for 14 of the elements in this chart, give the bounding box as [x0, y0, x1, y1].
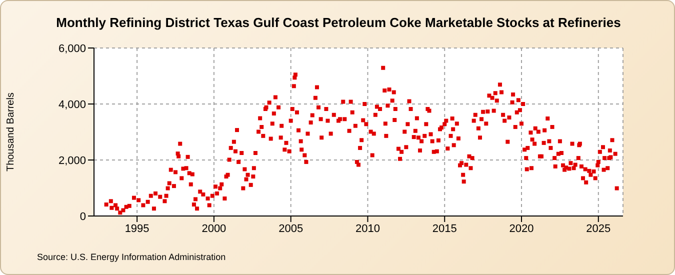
x-tick-label: 2015 — [432, 222, 457, 235]
x-tick-label: 2025 — [586, 222, 611, 235]
x-tick-label: 2000 — [202, 222, 226, 235]
y-tick-label: 4,000 — [58, 98, 86, 111]
x-tick-label: 1995 — [124, 222, 150, 235]
x-tick-label: 2020 — [509, 222, 534, 235]
y-tick-label: 0 — [80, 210, 86, 223]
y-axis-title: Thousand Barrels — [6, 92, 16, 172]
source-note: Source: U.S. Energy Information Administration — [37, 252, 226, 262]
y-tick-label: 6,000 — [58, 42, 86, 55]
chart-title: Monthly Refining District Texas Gulf Coast Petroleum Coke Marketable Stocks at Refineries — [55, 15, 622, 30]
x-tick-label: 2010 — [355, 222, 380, 235]
y-tick-label: 2,000 — [58, 154, 86, 167]
x-tick-label: 2005 — [278, 222, 304, 235]
